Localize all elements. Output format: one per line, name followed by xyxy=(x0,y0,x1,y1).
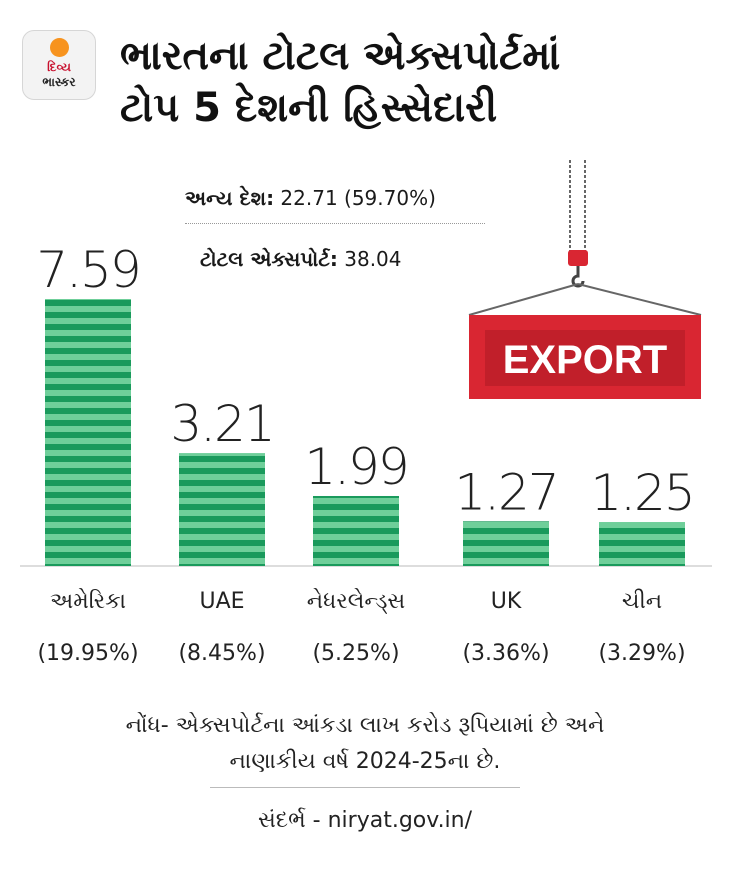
bar xyxy=(313,495,399,566)
category-label: નેધરલેન્ડ્સ xyxy=(307,588,406,615)
category-label: UAE xyxy=(199,589,244,614)
logo-text-line1: દિવ્ય xyxy=(47,60,71,74)
title-line-2: ટોપ 5 દેશની હિસ્સેદારી xyxy=(120,85,498,131)
bar-value-label: 1.99 xyxy=(304,438,407,496)
bar xyxy=(179,453,265,566)
footnote-line-2: નાણાકીય વર્ષ 2024-25ના છે. xyxy=(229,749,501,774)
total-label: ટોટલ એક્સપોર્ટ: xyxy=(200,247,338,271)
total-value: 38.04 xyxy=(337,247,402,271)
hook-icon xyxy=(571,266,585,288)
page-title: ભારતના ટોટલ એક્સપોર્ટમાં ટોપ 5 દેશની હિસ… xyxy=(120,30,720,134)
source-text: સંદર્ભ - niryat.gov.in/ xyxy=(257,808,473,833)
share-label: (3.29%) xyxy=(598,641,685,666)
logo-text-line2: ભાસ્કર xyxy=(42,75,76,89)
total-info: ટોટલ એક્સપોર્ટ: 38.04 xyxy=(200,247,402,271)
others-label: અન્ય દેશ: xyxy=(185,186,275,210)
bar-value-label: 3.21 xyxy=(170,395,273,453)
share-label: (5.25%) xyxy=(312,641,399,666)
share-label: (8.45%) xyxy=(178,641,265,666)
title-line-1: ભારતના ટોટલ એક્સપોર્ટમાં xyxy=(120,33,561,79)
category-label: અમેરિકા xyxy=(50,588,126,614)
bar-value-label: 1.27 xyxy=(454,463,557,521)
crane-cable xyxy=(468,283,579,316)
share-label: (19.95%) xyxy=(37,641,138,666)
others-value: 22.71 (59.70%) xyxy=(274,186,436,210)
crane-cable xyxy=(577,283,702,316)
share-label: (3.36%) xyxy=(462,641,549,666)
footnote-line-1: નોંધ- એક્સપોર્ટના આંકડા લાખ કરોડ રૂપિયામ… xyxy=(125,713,605,738)
source-divider xyxy=(210,787,520,788)
dotted-divider xyxy=(185,223,485,224)
hook-block-icon xyxy=(568,250,588,266)
container-panel xyxy=(485,330,685,386)
category-label: ચીન xyxy=(622,589,662,614)
footnote: નોંધ- એક્સપોર્ટના આંકડા લાખ કરોડ રૂપિયામ… xyxy=(40,708,690,780)
others-info: અન્ય દેશ: 22.71 (59.70%) xyxy=(185,186,436,210)
export-container-illustration: EXPORT xyxy=(468,160,702,399)
bar xyxy=(599,522,685,566)
bar-value-label: 1.25 xyxy=(590,464,693,522)
bar xyxy=(463,521,549,566)
container-label: EXPORT xyxy=(503,338,667,382)
bar-value-label: 7.59 xyxy=(36,241,139,299)
logo-sun-icon xyxy=(50,38,69,57)
bar xyxy=(45,299,131,566)
category-label: UK xyxy=(491,589,522,614)
divya-bhaskar-logo: દિવ્ય ભાસ્કર xyxy=(22,30,96,100)
